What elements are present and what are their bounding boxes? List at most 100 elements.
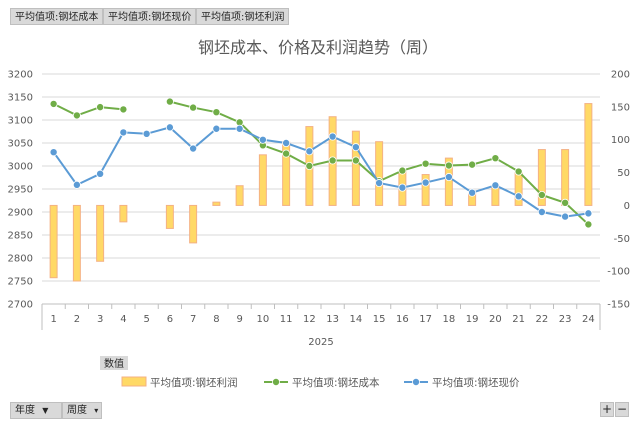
left-tick-label: 2700 (8, 300, 33, 311)
cost-point (49, 99, 58, 108)
cost-point (119, 105, 128, 114)
profit-bar (561, 149, 570, 206)
price-point (444, 173, 453, 182)
profit-bar (375, 141, 384, 206)
x-tick-label: 9 (236, 314, 242, 325)
cost-point (444, 161, 453, 170)
x-tick-label: 17 (419, 314, 432, 325)
price-point (351, 143, 360, 152)
left-tick-label: 2800 (8, 254, 33, 265)
x-tick-label: 19 (466, 314, 479, 325)
week-filter-button[interactable]: 周度 ▾ (62, 402, 102, 419)
price-point (235, 124, 244, 133)
price-point (96, 169, 105, 178)
x-tick-label: 3 (97, 314, 103, 325)
price-point (212, 124, 221, 133)
price-point (468, 188, 477, 197)
profit-bar (235, 185, 244, 206)
profit-bar (165, 204, 174, 229)
profit-bar (212, 201, 221, 206)
x-tick-label: 6 (167, 314, 173, 325)
field-button-cost[interactable]: 平均值项:钢坯成本 (10, 8, 104, 25)
left-tick-label: 2850 (8, 231, 33, 242)
right-tick-label: 0 (624, 201, 630, 212)
cost-point (72, 111, 81, 120)
x-tick-label: 23 (559, 314, 572, 325)
values-field-button[interactable] (100, 356, 128, 370)
profit-bar (444, 157, 453, 206)
left-tick-label: 3000 (8, 162, 33, 173)
price-point (537, 207, 546, 216)
x-tick-label: 7 (190, 314, 196, 325)
x-tick-label: 21 (512, 314, 525, 325)
price-point (514, 192, 523, 201)
x-tick-label: 24 (582, 314, 595, 325)
chart-title: 钢坯成本、价格及利润趋势（周） (198, 38, 438, 57)
price-point (189, 144, 198, 153)
profit-bar (537, 149, 546, 206)
profit-bar (351, 130, 360, 206)
cost-point (212, 108, 221, 117)
x-tick-label: 14 (350, 314, 363, 325)
x-tick-label: 2 (74, 314, 80, 325)
year-filter-label: 年度 (15, 405, 35, 416)
cost-point (305, 161, 314, 170)
right-tick-label: -150 (607, 300, 630, 311)
price-point (119, 128, 128, 137)
x-tick-label: 22 (536, 314, 549, 325)
dropdown-arrow-icon: ▾ (94, 406, 99, 415)
left-tick-label: 2950 (8, 185, 33, 196)
price-point (375, 179, 384, 188)
left-tick-label: 3100 (8, 116, 33, 127)
cost-point (328, 156, 337, 165)
price-point (398, 183, 407, 192)
x-tick-label: 20 (489, 314, 502, 325)
axis-labels: 2700 2 7 5 0 2800 2850 2900 2950 3000 3050 3100 3150… (8, 70, 630, 326)
profit-bar (421, 174, 430, 206)
x-tick-label: 13 (326, 314, 339, 325)
price-point (561, 212, 570, 221)
legend-price-marker (411, 377, 420, 386)
field-button-profit[interactable]: 平均值项:钢坯利润 (196, 8, 290, 25)
cost-line (53, 103, 124, 117)
expand-button[interactable]: + (600, 402, 614, 417)
x-tick-label: 5 (143, 314, 149, 325)
left-tick-label: 3150 (8, 93, 33, 104)
profit-bar (119, 204, 128, 223)
left-tick-label: 2900 (8, 208, 33, 219)
left-tick-label: 3050 (8, 139, 33, 150)
values-field-label: 数值 (104, 357, 124, 370)
cost-point (584, 220, 593, 229)
cost-point (96, 103, 105, 112)
x-tick-label: 1 (50, 314, 56, 325)
field-button-price[interactable]: 平均值项:钢坯现价 (103, 8, 197, 25)
legend: 平均值项:钢坯利润 平均值项:钢坯成本 平均值项:钢坯现价 (121, 376, 520, 389)
profit-bar (72, 204, 81, 282)
legend-price-label: 平均值项:钢坯现价 (432, 376, 520, 389)
price-point (491, 181, 500, 190)
cost-point (282, 149, 291, 158)
legend-profit-swatch (121, 376, 147, 387)
price-point (328, 132, 337, 141)
price-line (52, 126, 589, 218)
right-tick-label: -100 (607, 267, 630, 278)
price-point (165, 123, 174, 132)
year-filter-button[interactable]: 年度 ▼ (10, 402, 62, 419)
profit-bar (514, 172, 523, 206)
profit-bar (189, 204, 198, 244)
price-point (72, 180, 81, 189)
series-lines (49, 97, 593, 229)
profit-bar (258, 154, 267, 206)
collapse-button[interactable]: − (615, 402, 629, 417)
legend-cost-label: 平均值项:钢坯成本 (292, 376, 380, 389)
cost-point (514, 167, 523, 176)
left-tick-label: 3200 (8, 70, 33, 81)
price-point (49, 148, 58, 157)
week-filter-label: 周度 (67, 405, 87, 416)
profit-bar (49, 204, 58, 279)
cost-point (561, 198, 570, 207)
right-tick-label: -50 (614, 234, 630, 245)
x-tick-label: 10 (257, 314, 270, 325)
price-point (258, 135, 267, 144)
